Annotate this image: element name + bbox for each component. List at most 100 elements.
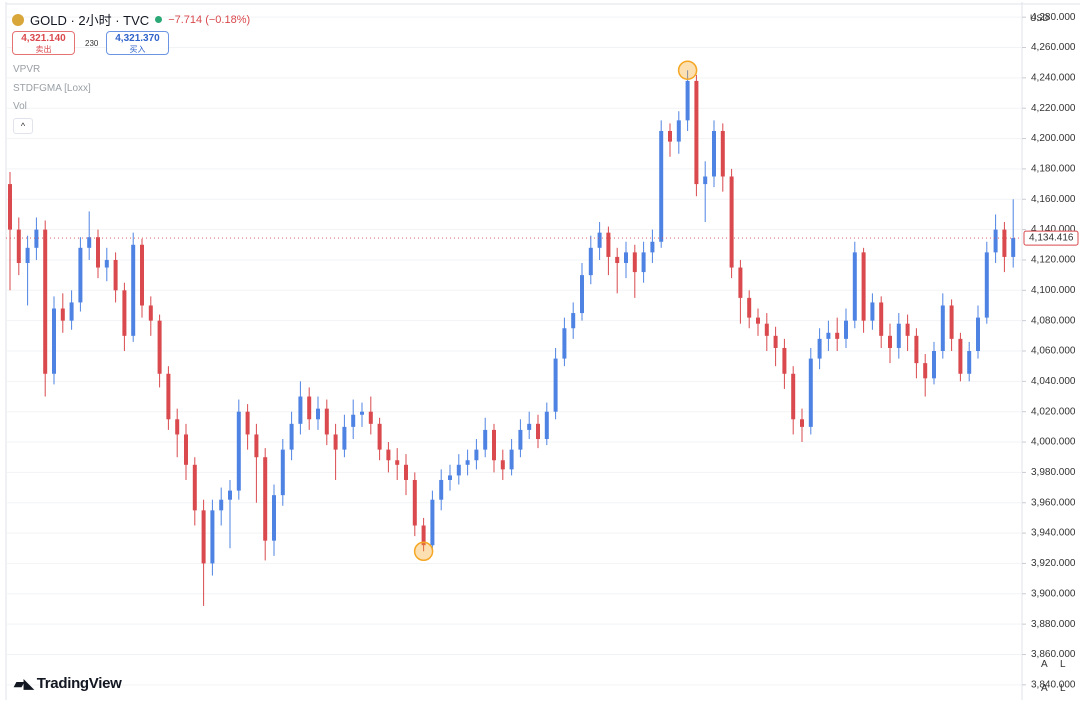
candle-body [342, 426, 347, 450]
candle-body [984, 252, 989, 318]
candle-body [201, 510, 206, 564]
y-tick-label: 4,220.000 [1031, 103, 1076, 114]
candle-body [624, 252, 628, 263]
y-tick-label: 4,040.000 [1031, 376, 1076, 387]
extreme-marker [677, 60, 698, 81]
candle-body [747, 297, 752, 318]
indicator[interactable]: STDFGMA [Loxx] [13, 83, 91, 94]
y-tick-label: 4,100.000 [1031, 285, 1076, 296]
price-change: −7.714 (−0.18%) [168, 13, 251, 26]
y-tick-label: 3,960.000 [1031, 497, 1076, 508]
log-button[interactable]: L [1060, 683, 1066, 694]
candle-body [756, 317, 760, 324]
y-tick-label: 4,200.000 [1031, 133, 1076, 144]
symbol[interactable]: GOLD · 2小时 · TVC [30, 13, 150, 28]
candle-body [69, 302, 74, 321]
candle-body [879, 302, 884, 336]
candle-body [1011, 238, 1016, 257]
candle-body [852, 252, 857, 321]
candle-body [60, 308, 65, 321]
candle-body [368, 411, 373, 424]
candle-body [580, 275, 584, 314]
candle-body [448, 475, 452, 480]
candle-body [113, 259, 118, 291]
y-tick-label: 3,940.000 [1031, 528, 1076, 539]
candle-body [764, 323, 769, 336]
candle-body [518, 429, 523, 450]
candle-body [720, 130, 725, 177]
candle-body [254, 434, 259, 458]
candle-body [703, 176, 708, 185]
auto-button[interactable]: A [1041, 659, 1048, 670]
candle-body [474, 449, 479, 461]
y-tick-label: 4,160.000 [1031, 194, 1076, 205]
candle-body [52, 308, 56, 374]
candle-body [104, 259, 109, 268]
buy-button[interactable]: 4,321.370 买入 [106, 31, 169, 55]
candle-body [676, 120, 681, 142]
indicator[interactable]: VPVR [13, 64, 41, 75]
candle-body [34, 229, 39, 248]
candle-body [148, 305, 153, 321]
candle-body [360, 411, 364, 415]
candle-body [228, 490, 232, 500]
candle-body [289, 423, 294, 450]
candle-body [43, 229, 48, 374]
last-price-label: 4,134.416 [1029, 233, 1074, 244]
candle-body [536, 423, 540, 440]
candle-body [351, 414, 356, 427]
candle-body [976, 317, 980, 351]
candle-body [896, 323, 901, 348]
currency[interactable]: USD [1030, 13, 1050, 23]
candle-body [888, 335, 892, 348]
y-tick-label: 4,180.000 [1031, 164, 1076, 175]
candle-body [641, 252, 646, 273]
candle-body [412, 479, 417, 526]
buy-price: 4,321.370 [115, 33, 160, 44]
candle-body [192, 464, 197, 511]
y-tick-label: 4,020.000 [1031, 406, 1076, 417]
candle-body [905, 323, 910, 336]
candle-body [923, 363, 928, 379]
sell-label: 卖出 [35, 45, 52, 54]
y-tick-label: 4,280.000 [1031, 12, 1076, 23]
candle-body [553, 358, 558, 412]
market-status [155, 16, 163, 23]
candle-body [316, 408, 320, 420]
candle-body [571, 313, 576, 329]
y-tick-label: 3,980.000 [1031, 467, 1076, 478]
y-tick-label: 4,240.000 [1031, 73, 1076, 84]
candle-body [333, 434, 338, 450]
extreme-marker [413, 541, 434, 562]
candle-body [175, 419, 180, 435]
y-tick-label: 3,840.000 [1031, 679, 1076, 690]
candle-body [826, 332, 831, 339]
candle-body [184, 434, 188, 465]
auto-button[interactable]: A [1041, 683, 1048, 694]
candle-body [386, 449, 391, 461]
candle-body [140, 244, 144, 306]
collapse-button[interactable]: ^ [13, 118, 33, 134]
candle-body [492, 429, 496, 461]
candle-body [694, 80, 699, 185]
candle-body [870, 302, 875, 321]
candle-body [949, 305, 954, 339]
candle-body [87, 237, 92, 248]
brand-mark: ▰◣ [14, 676, 37, 691]
candle-body [932, 351, 936, 379]
candle-body [940, 305, 945, 351]
candle-body [78, 247, 83, 303]
candle-body [835, 332, 840, 339]
symbol-header[interactable]: GOLD · 2小时 · TVC −7.714 (−0.18%) [12, 10, 250, 29]
candle-body [527, 423, 532, 430]
candle-body [166, 373, 171, 420]
candle-body [8, 184, 12, 230]
candle-body [157, 320, 162, 374]
y-tick-label: 4,080.000 [1031, 315, 1076, 326]
candle-body [421, 525, 426, 546]
indicator[interactable]: Vol [13, 101, 27, 112]
sell-button[interactable]: 4,321.140 卖出 [12, 31, 75, 55]
log-button[interactable]: L [1060, 659, 1066, 670]
candle-body [430, 499, 435, 546]
